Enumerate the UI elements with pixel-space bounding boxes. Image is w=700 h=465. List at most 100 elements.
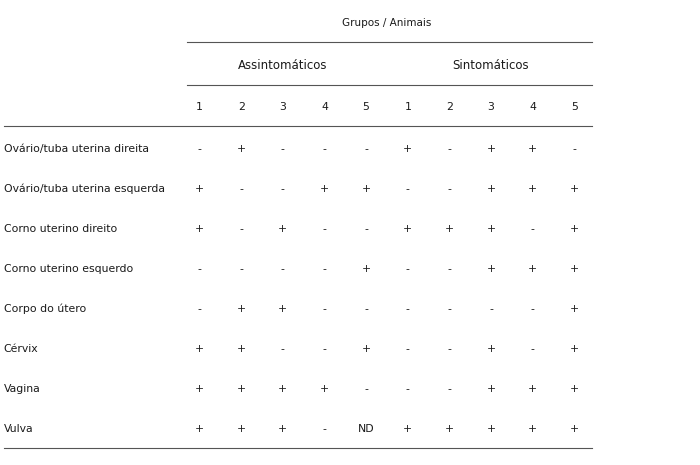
Text: 5: 5 [363, 102, 370, 112]
Text: +: + [570, 304, 579, 314]
Text: +: + [528, 264, 538, 274]
Text: +: + [361, 264, 371, 274]
Text: +: + [486, 384, 496, 394]
Text: +: + [403, 224, 412, 234]
Text: +: + [570, 424, 579, 434]
Text: +: + [278, 424, 288, 434]
Text: -: - [364, 304, 368, 314]
Text: -: - [531, 224, 535, 234]
Text: +: + [403, 144, 412, 154]
Text: -: - [323, 224, 326, 234]
Text: Sintomáticos: Sintomáticos [453, 59, 529, 72]
Text: +: + [361, 344, 371, 354]
Text: 3: 3 [488, 102, 494, 112]
Text: +: + [361, 184, 371, 194]
Text: +: + [444, 224, 454, 234]
Text: +: + [570, 264, 579, 274]
Text: +: + [486, 184, 496, 194]
Text: +: + [237, 304, 246, 314]
Text: -: - [323, 264, 326, 274]
Text: +: + [444, 424, 454, 434]
Text: -: - [281, 264, 285, 274]
Text: +: + [486, 424, 496, 434]
Text: +: + [320, 384, 329, 394]
Text: +: + [195, 224, 204, 234]
Text: -: - [239, 264, 243, 274]
Text: +: + [528, 144, 538, 154]
Text: -: - [281, 184, 285, 194]
Text: -: - [323, 344, 326, 354]
Text: Corno uterino esquerdo: Corno uterino esquerdo [4, 264, 133, 274]
Text: -: - [406, 184, 410, 194]
Text: +: + [486, 224, 496, 234]
Text: Corpo do útero: Corpo do útero [4, 304, 85, 314]
Text: -: - [447, 304, 452, 314]
Text: -: - [323, 304, 326, 314]
Text: Ovário/tuba uterina esquerda: Ovário/tuba uterina esquerda [4, 184, 164, 194]
Text: +: + [570, 384, 579, 394]
Text: -: - [281, 344, 285, 354]
Text: 3: 3 [279, 102, 286, 112]
Text: Vagina: Vagina [4, 384, 41, 394]
Text: Corno uterino direito: Corno uterino direito [4, 224, 117, 234]
Text: +: + [278, 384, 288, 394]
Text: -: - [573, 144, 576, 154]
Text: +: + [528, 184, 538, 194]
Text: 1: 1 [405, 102, 411, 112]
Text: +: + [237, 424, 246, 434]
Text: -: - [323, 144, 326, 154]
Text: +: + [570, 184, 579, 194]
Text: Grupos / Animais: Grupos / Animais [342, 18, 432, 28]
Text: -: - [447, 264, 452, 274]
Text: -: - [447, 184, 452, 194]
Text: -: - [197, 264, 202, 274]
Text: -: - [239, 224, 243, 234]
Text: +: + [486, 144, 496, 154]
Text: 4: 4 [321, 102, 328, 112]
Text: -: - [531, 344, 535, 354]
Text: ND: ND [358, 424, 374, 434]
Text: -: - [447, 384, 452, 394]
Text: +: + [237, 144, 246, 154]
Text: 5: 5 [571, 102, 577, 112]
Text: -: - [364, 224, 368, 234]
Text: +: + [278, 304, 288, 314]
Text: -: - [364, 384, 368, 394]
Text: -: - [406, 384, 410, 394]
Text: -: - [281, 144, 285, 154]
Text: Ovário/tuba uterina direita: Ovário/tuba uterina direita [4, 144, 148, 154]
Text: +: + [570, 224, 579, 234]
Text: -: - [447, 144, 452, 154]
Text: -: - [364, 144, 368, 154]
Text: -: - [239, 184, 243, 194]
Text: -: - [197, 304, 202, 314]
Text: 2: 2 [238, 102, 244, 112]
Text: +: + [528, 384, 538, 394]
Text: +: + [278, 224, 288, 234]
Text: +: + [486, 264, 496, 274]
Text: 4: 4 [529, 102, 536, 112]
Text: +: + [195, 344, 204, 354]
Text: -: - [447, 344, 452, 354]
Text: -: - [489, 304, 493, 314]
Text: +: + [237, 344, 246, 354]
Text: +: + [320, 184, 329, 194]
Text: 1: 1 [196, 102, 203, 112]
Text: +: + [528, 424, 538, 434]
Text: Vulva: Vulva [4, 424, 33, 434]
Text: +: + [195, 424, 204, 434]
Text: Cérvix: Cérvix [4, 344, 38, 354]
Text: +: + [403, 424, 412, 434]
Text: -: - [406, 304, 410, 314]
Text: -: - [323, 424, 326, 434]
Text: -: - [197, 144, 202, 154]
Text: +: + [570, 344, 579, 354]
Text: -: - [406, 344, 410, 354]
Text: +: + [195, 384, 204, 394]
Text: +: + [195, 184, 204, 194]
Text: Assintomáticos: Assintomáticos [238, 59, 328, 72]
Text: -: - [531, 304, 535, 314]
Text: +: + [486, 344, 496, 354]
Text: +: + [237, 384, 246, 394]
Text: -: - [406, 264, 410, 274]
